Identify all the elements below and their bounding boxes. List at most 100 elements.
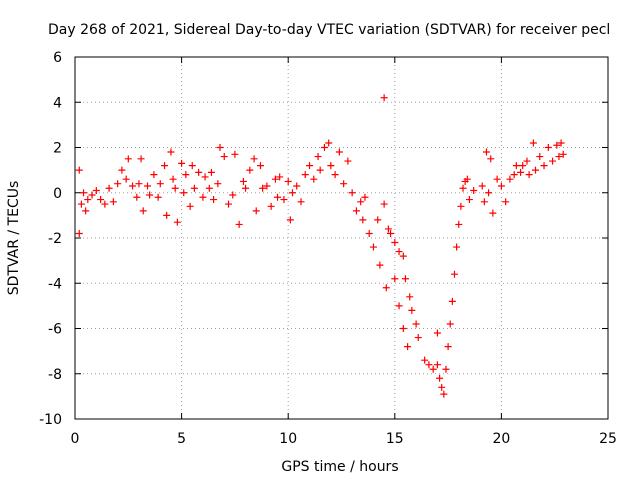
y-tick-label: -4 (48, 276, 62, 292)
data-point (109, 198, 117, 206)
data-point (80, 189, 88, 197)
data-point (555, 153, 563, 161)
data-point (163, 211, 171, 219)
data-point (438, 383, 446, 391)
data-point (77, 200, 85, 208)
data-point (455, 220, 463, 228)
data-point (359, 216, 367, 224)
data-point (316, 166, 324, 174)
data-point (146, 191, 154, 199)
data-point (137, 155, 145, 163)
data-point (553, 141, 561, 149)
data-point (135, 180, 143, 188)
data-point (252, 207, 260, 215)
data-point (280, 196, 288, 204)
data-point (369, 243, 377, 251)
data-point (297, 198, 305, 206)
data-point (82, 207, 90, 215)
y-tick-label: 6 (53, 50, 62, 66)
data-point (101, 200, 109, 208)
data-point (344, 157, 352, 165)
data-point (214, 180, 222, 188)
data-point (406, 293, 414, 301)
data-point (523, 157, 531, 165)
data-point (421, 356, 429, 364)
data-point (114, 180, 122, 188)
data-point (404, 343, 412, 351)
data-point (256, 162, 264, 170)
data-point (259, 184, 267, 192)
data-point (380, 94, 388, 102)
data-point (391, 239, 399, 247)
data-point (288, 189, 296, 197)
data-point (210, 196, 218, 204)
data-point (84, 196, 92, 204)
grid (75, 57, 608, 419)
data-point (540, 162, 548, 170)
data-point (465, 196, 473, 204)
data-point (325, 139, 333, 147)
data-point (327, 162, 335, 170)
data-point (216, 144, 224, 151)
data-point (156, 180, 164, 188)
data-point (478, 182, 486, 190)
data-point (190, 184, 198, 192)
x-axis-label: GPS time / hours (281, 459, 398, 475)
data-point (399, 325, 407, 332)
data-point (225, 200, 233, 208)
data-point (459, 184, 467, 192)
data-point (446, 320, 454, 328)
data-point (380, 200, 388, 208)
x-tick-label: 0 (71, 431, 80, 447)
data-point (497, 182, 505, 190)
y-tick-label: -6 (48, 322, 62, 338)
data-point (470, 186, 478, 194)
data-point (188, 162, 196, 170)
data-point (348, 189, 356, 197)
data-point (536, 153, 544, 161)
data-point (180, 189, 188, 197)
data-point (199, 193, 207, 201)
x-tick-label: 5 (177, 431, 186, 447)
data-point (97, 196, 105, 204)
data-point (440, 390, 448, 398)
data-point (493, 175, 501, 183)
data-point (395, 248, 403, 256)
data-point (129, 182, 137, 190)
data-point (246, 166, 254, 174)
data-point (310, 175, 318, 183)
data-point (412, 320, 420, 328)
data-point (124, 155, 132, 163)
data-point (544, 144, 552, 151)
data-point (485, 189, 493, 197)
data-point (489, 209, 497, 217)
data-point (250, 155, 258, 163)
data-point (133, 193, 141, 201)
data-point (92, 186, 100, 194)
data-point (463, 175, 471, 183)
y-tick-label: 4 (53, 95, 62, 111)
data-point (444, 343, 452, 351)
data-point (263, 182, 271, 190)
data-point (239, 177, 247, 185)
data-point (395, 302, 403, 310)
data-point (242, 184, 250, 192)
data-point (122, 175, 130, 183)
data-point (387, 229, 395, 237)
y-tick-labels: -10 -8 -6 -4 -2 0 2 4 6 (39, 50, 62, 428)
data-point (178, 159, 186, 167)
y-tick-label: 0 (53, 186, 62, 202)
data-point (502, 198, 510, 206)
data-point (88, 191, 96, 199)
data-point (154, 193, 162, 201)
data-point (549, 157, 557, 165)
data-point (365, 229, 373, 237)
data-point (293, 182, 301, 190)
data-point (357, 198, 365, 206)
data-point (235, 220, 243, 228)
data-point (335, 148, 343, 156)
data-point (195, 168, 203, 176)
data-point (506, 175, 514, 183)
data-point (361, 193, 369, 201)
data-point (384, 225, 392, 233)
